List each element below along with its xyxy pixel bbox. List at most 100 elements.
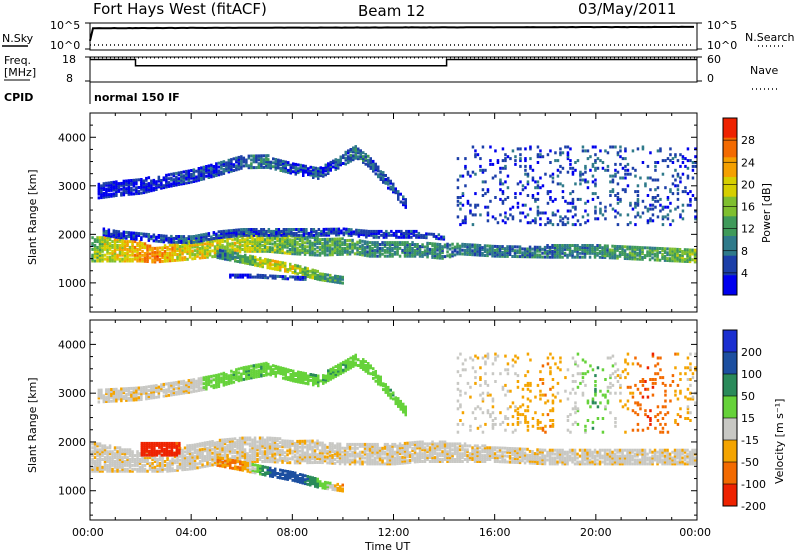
power-cell — [524, 157, 527, 161]
velocity-cell — [96, 450, 99, 454]
power-cell — [395, 235, 398, 239]
power-cell — [362, 157, 365, 160]
velocity-cell — [388, 460, 392, 464]
power-cell — [171, 243, 174, 247]
power-cell — [341, 250, 344, 254]
power-cell — [219, 252, 222, 256]
power-cell — [200, 233, 203, 237]
power-cell — [410, 231, 413, 235]
power-cell — [629, 203, 632, 207]
power-cell — [347, 159, 350, 163]
power-cell — [621, 188, 625, 192]
power-cell — [308, 239, 312, 243]
power-cell — [148, 248, 152, 252]
power-cell — [200, 166, 203, 170]
power-cell — [255, 231, 258, 235]
power-cell — [573, 244, 577, 247]
velocity-cell — [298, 457, 302, 461]
power-cell — [400, 233, 403, 237]
power-cell — [691, 194, 695, 197]
power-cell — [102, 193, 106, 197]
power-cell — [603, 254, 607, 258]
power-cell — [631, 245, 634, 249]
power-cell — [438, 256, 442, 260]
power-cell — [676, 205, 680, 209]
power-cell — [314, 273, 317, 277]
power-cell — [113, 249, 117, 253]
power-cell — [378, 246, 382, 250]
power-cell — [379, 176, 382, 179]
velocity-cell — [273, 442, 277, 446]
power-cell — [235, 230, 238, 234]
power-cell — [369, 161, 372, 164]
power-cell — [661, 159, 665, 163]
power-cell — [611, 180, 615, 184]
power-cell — [221, 240, 224, 244]
power-cell — [237, 163, 241, 167]
velocity-cell — [271, 446, 274, 450]
velocity-cell — [358, 462, 362, 466]
power-cell — [594, 184, 597, 188]
power-cell — [228, 244, 232, 248]
power-cell — [286, 236, 289, 240]
power-cell — [521, 211, 525, 215]
power-cell — [111, 257, 114, 261]
power-cell — [663, 249, 667, 253]
velocity-cell — [313, 445, 317, 449]
power-cell — [251, 236, 254, 240]
velocity-cell — [321, 457, 324, 461]
velocity-cell — [218, 450, 222, 454]
power-ytick-label: 1000 — [58, 277, 86, 290]
velocity-cell — [151, 465, 154, 469]
power-cell — [366, 246, 369, 250]
power-cell — [533, 245, 537, 249]
power-cell — [314, 166, 317, 170]
power-cell — [676, 174, 680, 178]
power-cell — [257, 162, 261, 166]
velocity-cell — [388, 446, 392, 450]
power-cell — [393, 241, 397, 245]
power-cell — [240, 161, 243, 164]
power-cell — [471, 223, 475, 227]
power-cell — [310, 228, 313, 231]
power-cell — [250, 154, 253, 158]
power-cell — [219, 250, 222, 254]
power-cell — [190, 241, 193, 245]
power-cell — [335, 227, 338, 231]
velocity-cell — [266, 442, 269, 446]
power-cell — [301, 241, 304, 245]
power-cell — [351, 248, 354, 252]
power-cell — [402, 201, 405, 205]
velocity-cell — [106, 458, 109, 461]
power-cell — [461, 192, 465, 196]
power-cell — [307, 171, 310, 175]
power-cell — [311, 249, 314, 253]
power-cell — [603, 256, 607, 259]
power-cell — [110, 188, 113, 192]
velocity-cell — [216, 441, 219, 444]
velocity-cell — [103, 463, 107, 467]
power-cell — [105, 187, 108, 191]
power-cell — [581, 251, 584, 255]
power-cell — [162, 238, 166, 242]
power-cell — [293, 248, 297, 252]
power-cell — [173, 253, 177, 257]
power-cell — [631, 249, 634, 253]
power-cell — [493, 248, 497, 252]
power-cell — [342, 231, 346, 235]
velocity-cell — [391, 456, 394, 460]
velocity-cell — [361, 460, 364, 464]
power-cell — [125, 183, 128, 187]
power-cell — [137, 234, 141, 237]
power-cell — [231, 238, 234, 242]
velocity-cell — [193, 460, 197, 464]
velocity-cell — [398, 459, 402, 463]
power-cell — [486, 190, 490, 194]
power-cell — [326, 273, 329, 277]
velocity-cell — [398, 444, 402, 448]
power-cell — [185, 173, 188, 177]
power-cell — [298, 248, 302, 252]
velocity-cell — [191, 447, 194, 451]
power-cell — [171, 257, 174, 261]
